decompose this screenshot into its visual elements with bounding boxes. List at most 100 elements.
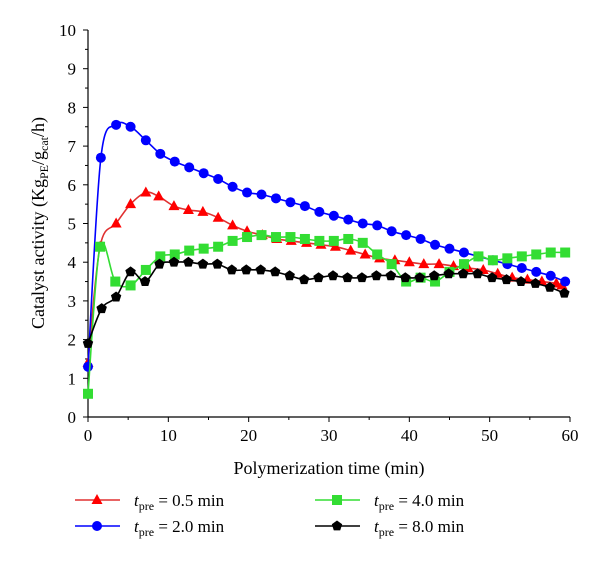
data-point-square bbox=[430, 276, 441, 287]
y-tick-label: 0 bbox=[68, 408, 77, 427]
data-point-circle bbox=[242, 187, 253, 198]
data-point-pentagon bbox=[472, 268, 483, 279]
data-point-triangle bbox=[153, 190, 165, 201]
legend-label: tpre = 0.5 min bbox=[134, 491, 225, 513]
data-point-square bbox=[227, 235, 238, 246]
y-tick-label: 1 bbox=[68, 369, 77, 388]
data-point-triangle bbox=[418, 258, 430, 269]
y-tick-label: 3 bbox=[68, 292, 77, 311]
data-point-square bbox=[332, 495, 342, 505]
data-point-pentagon bbox=[226, 264, 237, 275]
data-point-pentagon bbox=[443, 268, 454, 279]
y-tick-label: 7 bbox=[68, 137, 77, 156]
x-tick-label: 20 bbox=[240, 426, 257, 445]
data-point-pentagon bbox=[327, 270, 339, 281]
data-point-pentagon bbox=[429, 270, 440, 281]
data-point-pentagon bbox=[82, 338, 94, 348]
legend-item: tpre = 4.0 min bbox=[315, 491, 465, 513]
data-point-square bbox=[328, 235, 339, 246]
data-point-pentagon bbox=[501, 274, 512, 285]
data-point-square bbox=[95, 241, 106, 252]
data-point-circle bbox=[343, 214, 354, 225]
data-point-square bbox=[487, 255, 498, 266]
data-point-circle bbox=[92, 521, 102, 531]
data-point-pentagon bbox=[400, 272, 411, 283]
data-point-square bbox=[560, 247, 571, 258]
data-point-circle bbox=[516, 263, 527, 274]
data-point-circle bbox=[545, 270, 556, 281]
data-point-circle bbox=[328, 210, 339, 221]
data-point-circle bbox=[140, 135, 151, 146]
data-point-square bbox=[213, 241, 224, 252]
data-point-square bbox=[184, 245, 195, 256]
data-point-circle bbox=[213, 173, 224, 184]
x-tick-label: 30 bbox=[321, 426, 338, 445]
data-point-triangle bbox=[212, 211, 224, 222]
data-point-circle bbox=[430, 239, 441, 250]
data-point-circle bbox=[531, 266, 542, 277]
data-point-square bbox=[256, 230, 267, 241]
data-point-pentagon bbox=[197, 258, 209, 269]
legend-label: tpre = 4.0 min bbox=[374, 491, 465, 513]
data-point-square bbox=[169, 249, 180, 260]
data-point-square bbox=[473, 251, 484, 262]
legend-item: tpre = 0.5 min bbox=[75, 491, 225, 513]
data-point-square bbox=[372, 249, 383, 260]
data-point-pentagon bbox=[96, 303, 107, 314]
y-tick-label: 2 bbox=[68, 331, 77, 350]
data-point-pentagon bbox=[414, 272, 425, 283]
data-point-pentagon bbox=[559, 287, 570, 298]
x-tick-label: 50 bbox=[481, 426, 498, 445]
data-point-triangle bbox=[359, 248, 371, 259]
x-tick-label: 60 bbox=[562, 426, 579, 445]
data-point-square bbox=[198, 243, 209, 254]
legend-item: tpre = 2.0 min bbox=[75, 517, 225, 539]
data-point-pentagon bbox=[284, 270, 295, 281]
y-tick-label: 6 bbox=[68, 176, 77, 195]
data-point-circle bbox=[111, 119, 122, 130]
y-tick-label: 8 bbox=[68, 98, 77, 117]
data-point-pentagon bbox=[371, 270, 382, 281]
data-point-circle bbox=[372, 220, 383, 231]
legend-item: tpre = 8.0 min bbox=[315, 517, 465, 539]
data-point-triangle bbox=[125, 198, 137, 209]
data-point-circle bbox=[458, 247, 469, 258]
data-point-circle bbox=[227, 181, 238, 192]
data-point-circle bbox=[357, 218, 368, 229]
data-point-pentagon bbox=[331, 520, 343, 531]
series-line bbox=[87, 121, 566, 367]
data-point-square bbox=[270, 232, 281, 243]
data-point-circle bbox=[299, 201, 310, 212]
y-tick-label: 4 bbox=[68, 253, 77, 272]
data-point-pentagon bbox=[139, 276, 151, 286]
data-point-triangle bbox=[140, 186, 152, 197]
data-point-square bbox=[125, 280, 136, 291]
data-point-square bbox=[502, 253, 513, 264]
data-point-circle bbox=[169, 156, 180, 167]
data-point-circle bbox=[270, 193, 281, 204]
legend-label: tpre = 8.0 min bbox=[374, 517, 465, 539]
series-layer bbox=[82, 119, 571, 399]
data-point-triangle bbox=[91, 494, 103, 504]
data-point-circle bbox=[256, 189, 267, 200]
data-point-pentagon bbox=[342, 272, 353, 283]
data-point-circle bbox=[125, 121, 136, 132]
data-point-triangle bbox=[182, 203, 194, 214]
data-point-triangle bbox=[227, 219, 239, 230]
data-point-circle bbox=[285, 197, 296, 208]
data-point-circle bbox=[415, 233, 426, 244]
data-point-pentagon bbox=[298, 274, 310, 285]
data-point-pentagon bbox=[255, 264, 266, 275]
axes: 0 1 2 3 4 5 6 7 8 9 10 0 10 20 30 40 50 60 bbox=[59, 21, 579, 445]
x-tick-label: 10 bbox=[160, 426, 177, 445]
data-point-circle bbox=[314, 206, 325, 217]
x-axis-title: Polymerization time (min) bbox=[234, 458, 425, 479]
data-point-circle bbox=[83, 361, 93, 372]
data-point-square bbox=[155, 251, 166, 262]
data-point-pentagon bbox=[154, 258, 165, 269]
data-point-pentagon bbox=[486, 272, 498, 283]
data-point-square bbox=[314, 235, 325, 246]
data-point-circle bbox=[198, 168, 209, 179]
data-point-square bbox=[140, 264, 151, 275]
